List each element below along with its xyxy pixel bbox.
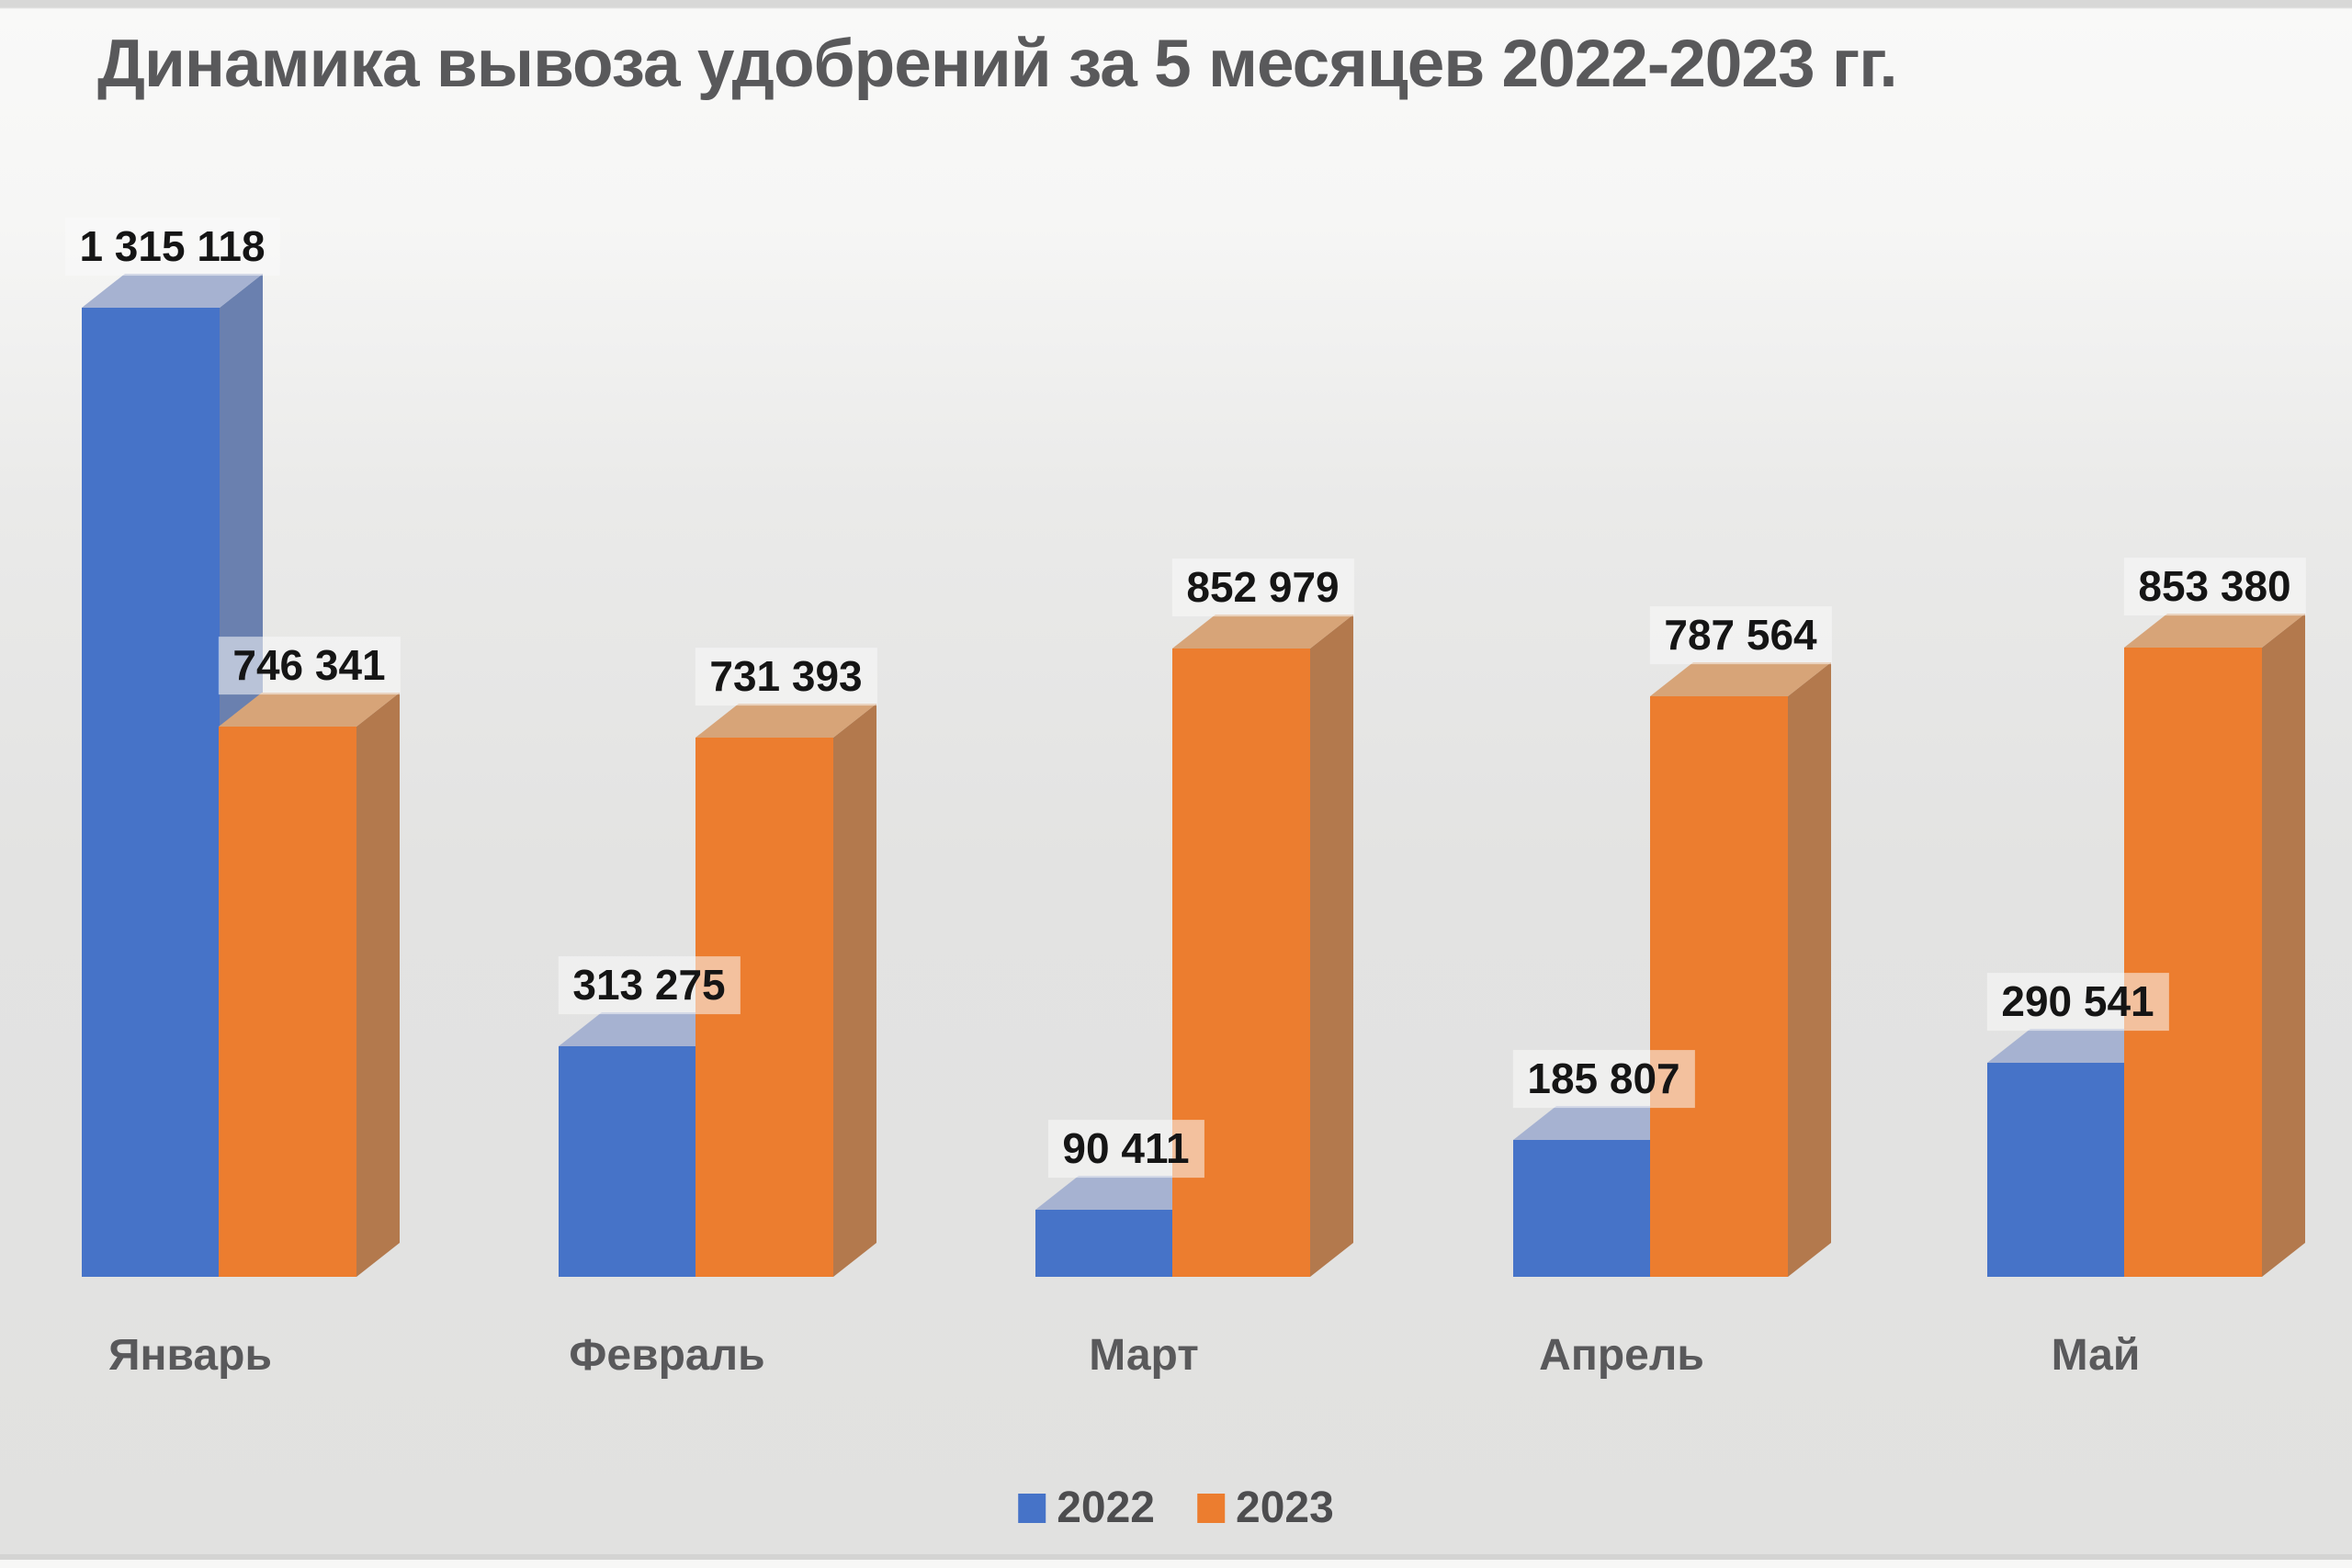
category-label: Апрель [1539, 1331, 1704, 1380]
bar-front-face [559, 1046, 696, 1277]
bottom-margin [0, 1560, 2352, 1568]
bar-front-face [1513, 1140, 1651, 1277]
legend-swatch [1197, 1494, 1225, 1523]
value-label: 313 275 [558, 956, 741, 1014]
legend-item: 2023 [1197, 1486, 1334, 1530]
chart-title: Динамика вывоза удобрений за 5 месяцев 2… [97, 27, 1898, 101]
category-label: Март [1089, 1331, 1199, 1380]
bar-front-face [1987, 1063, 2125, 1277]
bar-front-face [219, 727, 356, 1277]
value-label: 746 341 [218, 637, 401, 694]
value-label: 787 564 [1649, 606, 1832, 664]
bar-front-face [2124, 648, 2262, 1277]
category-label: Январь [108, 1331, 272, 1380]
legend: 2022 2023 [1018, 1486, 1334, 1530]
bar-side-face [356, 693, 400, 1277]
bar-front-face [1650, 696, 1788, 1277]
bar-front-face [1035, 1210, 1173, 1277]
legend-item: 2022 [1018, 1486, 1155, 1530]
value-label: 852 979 [1171, 558, 1354, 616]
value-label: 731 393 [695, 648, 877, 705]
bar-side-face [1788, 662, 1831, 1277]
bar-front-face [82, 308, 220, 1277]
bar-front-face [1172, 649, 1310, 1277]
value-label: 853 380 [2123, 558, 2306, 615]
bar-side-face [2262, 614, 2305, 1277]
value-label: 185 807 [1512, 1050, 1695, 1108]
value-label: 1 315 118 [64, 218, 280, 276]
bar-side-face [833, 704, 876, 1277]
bar-side-face [1310, 615, 1353, 1277]
category-label: Февраль [569, 1331, 765, 1380]
value-label: 290 541 [1986, 973, 2169, 1031]
legend-swatch [1018, 1494, 1046, 1523]
legend-label: 2023 [1236, 1483, 1334, 1532]
value-label: 90 411 [1047, 1120, 1204, 1178]
category-label: Май [2051, 1331, 2141, 1380]
bottom-divider [0, 1554, 2352, 1560]
legend-label: 2022 [1057, 1483, 1155, 1532]
